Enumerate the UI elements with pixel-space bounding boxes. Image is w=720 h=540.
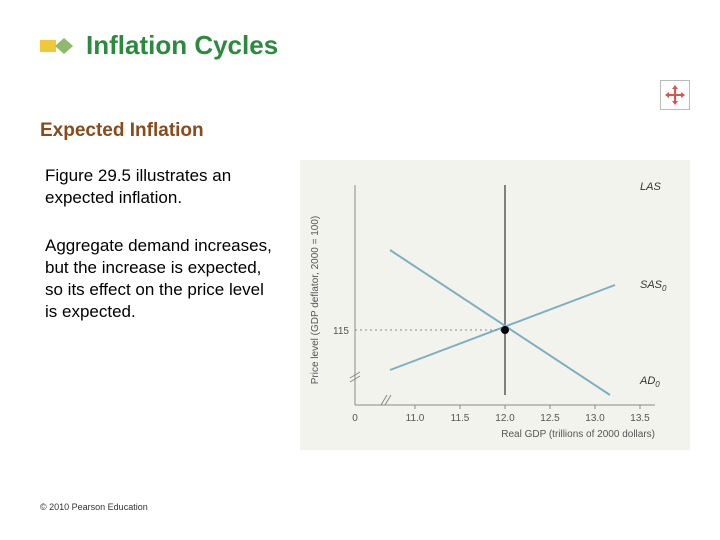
svg-text:12.5: 12.5	[540, 413, 560, 424]
svg-text:0: 0	[352, 413, 358, 424]
svg-text:LAS: LAS	[640, 181, 661, 193]
svg-text:115: 115	[333, 326, 349, 337]
svg-text:AD0: AD0	[639, 375, 660, 389]
svg-text:Real GDP (trillions of 2000 do: Real GDP (trillions of 2000 dollars)	[501, 429, 655, 440]
svg-text:11.5: 11.5	[451, 413, 470, 424]
svg-text:13.0: 13.0	[585, 413, 605, 424]
section-subtitle: Expected Inflation	[40, 120, 204, 142]
svg-text:13.5: 13.5	[630, 413, 650, 424]
svg-text:11.0: 11.0	[406, 413, 425, 424]
svg-text:12.0: 12.0	[495, 413, 515, 424]
svg-text:SAS0: SAS0	[640, 279, 667, 293]
expected-inflation-chart: Price level (GDP deflator, 2000 = 100) LA…	[300, 160, 690, 450]
page-title: Inflation Cycles	[86, 30, 278, 61]
copyright-footer: © 2010 Pearson Education	[40, 502, 148, 512]
body-paragraph-2: Aggregate demand increases, but the incr…	[45, 235, 275, 323]
move-icon[interactable]	[660, 80, 690, 110]
body-paragraph-1: Figure 29.5 illustrates an expected infl…	[45, 165, 275, 209]
title-row: Inflation Cycles	[40, 30, 278, 61]
svg-text:Price level (GDP deflator, 200: Price level (GDP deflator, 2000 = 100)	[310, 216, 321, 385]
title-bullet-icon	[40, 36, 76, 56]
